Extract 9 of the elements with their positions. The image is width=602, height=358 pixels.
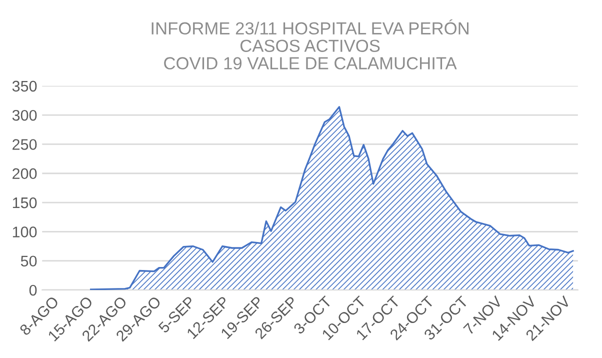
y-tick-label: 100	[12, 226, 37, 238]
y-tick-label: 200	[12, 168, 37, 180]
y-tick-label: 0	[29, 284, 37, 296]
y-tick-label: 350	[12, 80, 37, 92]
y-tick-label: 300	[12, 110, 37, 121]
y-tick-label: 50	[20, 256, 37, 267]
y-tick-label: 250	[12, 139, 37, 150]
y-tick-label: 150	[12, 197, 37, 208]
chart-title: INFORME 23/11 HOSPITAL EVA PERÓN CASOS ACTIVOS COVID 19 VALLE DE CALAMUCHITA	[152, 19, 468, 70]
